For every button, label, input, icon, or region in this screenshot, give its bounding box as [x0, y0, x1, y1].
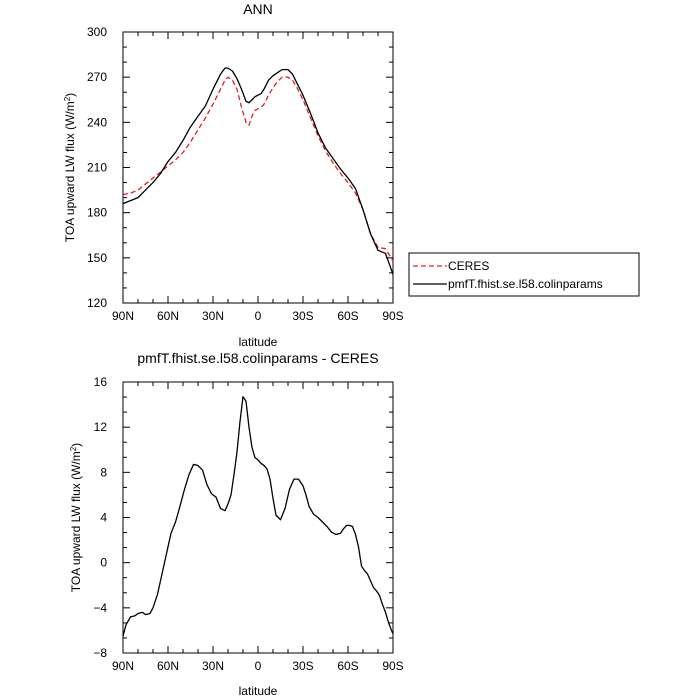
bottom-chart-title: pmfT.fhist.se.l58.colinparams - CERES — [137, 350, 378, 366]
y-tick-label: 240 — [87, 115, 107, 129]
top-chart-title: ANN — [243, 1, 273, 17]
bottom-plot-frame — [122, 381, 394, 654]
y-tick-label: 210 — [87, 161, 107, 175]
x-tick-label: 60N — [157, 659, 179, 673]
y-tick-label: 8 — [100, 465, 107, 479]
y-tick-label: 270 — [87, 70, 107, 84]
x-tick-label: 30S — [292, 309, 313, 323]
legend-box — [408, 252, 640, 297]
bottom-y-axis-label-main: TOA upward LW flux (W/m — [69, 451, 83, 592]
x-tick-label: 0 — [255, 309, 262, 323]
x-tick-label: 90S — [382, 659, 403, 673]
bottom-y-axis-label: TOA upward LW flux (W/m2) — [69, 443, 84, 592]
y-tick-label: 300 — [87, 25, 107, 39]
x-tick-label: 30N — [202, 309, 224, 323]
y-tick-label: 4 — [100, 511, 107, 525]
top-legend: CERES pmfT.fhist.se.l58.colinparams — [408, 252, 640, 297]
x-tick-label: 90N — [112, 659, 134, 673]
y-tick-label: 120 — [87, 296, 107, 310]
series-line-diff-0 — [122, 396, 394, 637]
y-tick-label: 0 — [100, 556, 107, 570]
series-line-pmft-fhist-se-l58-colinparams — [122, 67, 394, 275]
x-tick-label: 90N — [112, 309, 134, 323]
top-chart: ANN 90N 60N 30N 0 30S 60S 90S 120 150 180 210 240 27… — [63, 1, 640, 349]
y-tick-label: −8 — [93, 646, 107, 660]
x-tick-label: 60S — [337, 659, 358, 673]
bottom-y-axis-label-end: ) — [69, 443, 83, 447]
top-y-axis-label-main: TOA upward LW flux (W/m — [63, 101, 77, 242]
x-tick-label: 30N — [202, 659, 224, 673]
y-tick-label: 12 — [94, 420, 108, 434]
top-y-axis-label-end: ) — [63, 93, 77, 97]
top-series-lines — [122, 67, 394, 275]
y-tick-label: 16 — [94, 375, 108, 389]
top-y-axis-label-sup: 2 — [63, 96, 72, 101]
x-tick-label: 0 — [255, 659, 262, 673]
x-tick-label: 90S — [382, 309, 403, 323]
y-tick-label: 180 — [87, 206, 107, 220]
series-line-ceres — [122, 76, 394, 262]
top-x-axis-label: latitude — [239, 335, 278, 349]
top-y-axis-label: TOA upward LW flux (W/m2) — [63, 93, 78, 242]
x-tick-label: 30S — [292, 659, 313, 673]
legend-label-ceres: CERES — [448, 259, 489, 273]
x-tick-label: 60N — [157, 309, 179, 323]
top-ticks: 90N 60N 30N 0 30S 60S 90S 120 150 180 210 240 270 300 — [87, 25, 404, 323]
legend-label-model: pmfT.fhist.se.l58.colinparams — [448, 277, 603, 291]
bottom-x-axis-label: latitude — [239, 684, 278, 698]
y-tick-label: 150 — [87, 251, 107, 265]
bottom-y-axis-label-sup: 2 — [69, 446, 78, 451]
bottom-chart: pmfT.fhist.se.l58.colinparams - CERES 90… — [69, 350, 404, 698]
bottom-series-lines — [122, 396, 394, 637]
x-tick-label: 60S — [337, 309, 358, 323]
y-tick-label: −4 — [93, 601, 107, 615]
bottom-ticks: 90N 60N 30N 0 30S 60S 90S −8 −4 0 4 8 12 16 — [93, 375, 403, 673]
